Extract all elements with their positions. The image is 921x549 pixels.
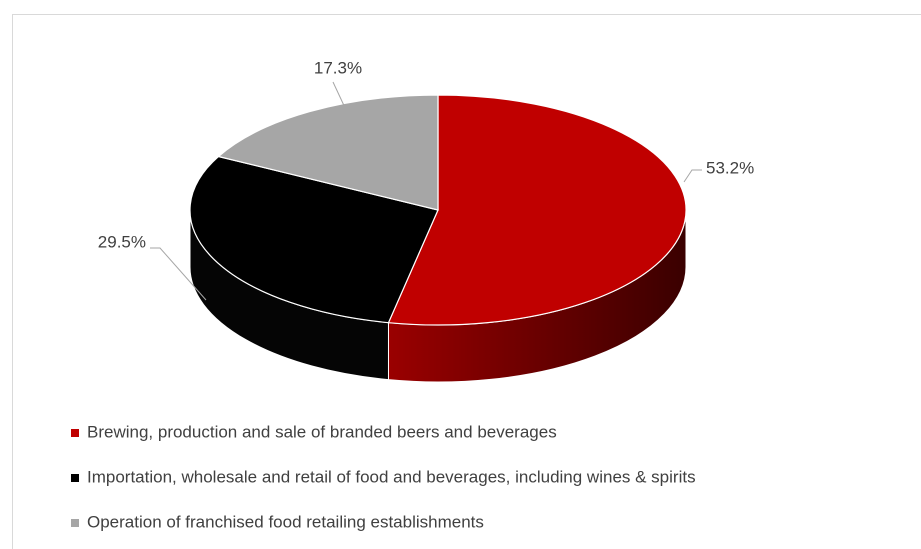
- pie-slice: [217, 94, 439, 211]
- data-label: 29.5%: [98, 232, 146, 251]
- pie-slice: [387, 94, 687, 326]
- legend-swatch: [71, 429, 79, 437]
- legend-swatch: [71, 519, 79, 527]
- legend-label: Importation, wholesale and retail of foo…: [87, 467, 696, 486]
- legend-swatch: [71, 474, 79, 482]
- data-label: 53.2%: [706, 158, 754, 177]
- legend-label: Brewing, production and sale of branded …: [87, 422, 557, 441]
- leader-line: [332, 81, 348, 113]
- leader-line: [150, 247, 207, 301]
- data-label: 17.3%: [314, 58, 362, 77]
- leader-line: [683, 169, 702, 183]
- chart-frame: [12, 14, 921, 549]
- legend-label: Operation of franchised food retailing e…: [87, 512, 484, 531]
- pie-slice: [189, 155, 439, 324]
